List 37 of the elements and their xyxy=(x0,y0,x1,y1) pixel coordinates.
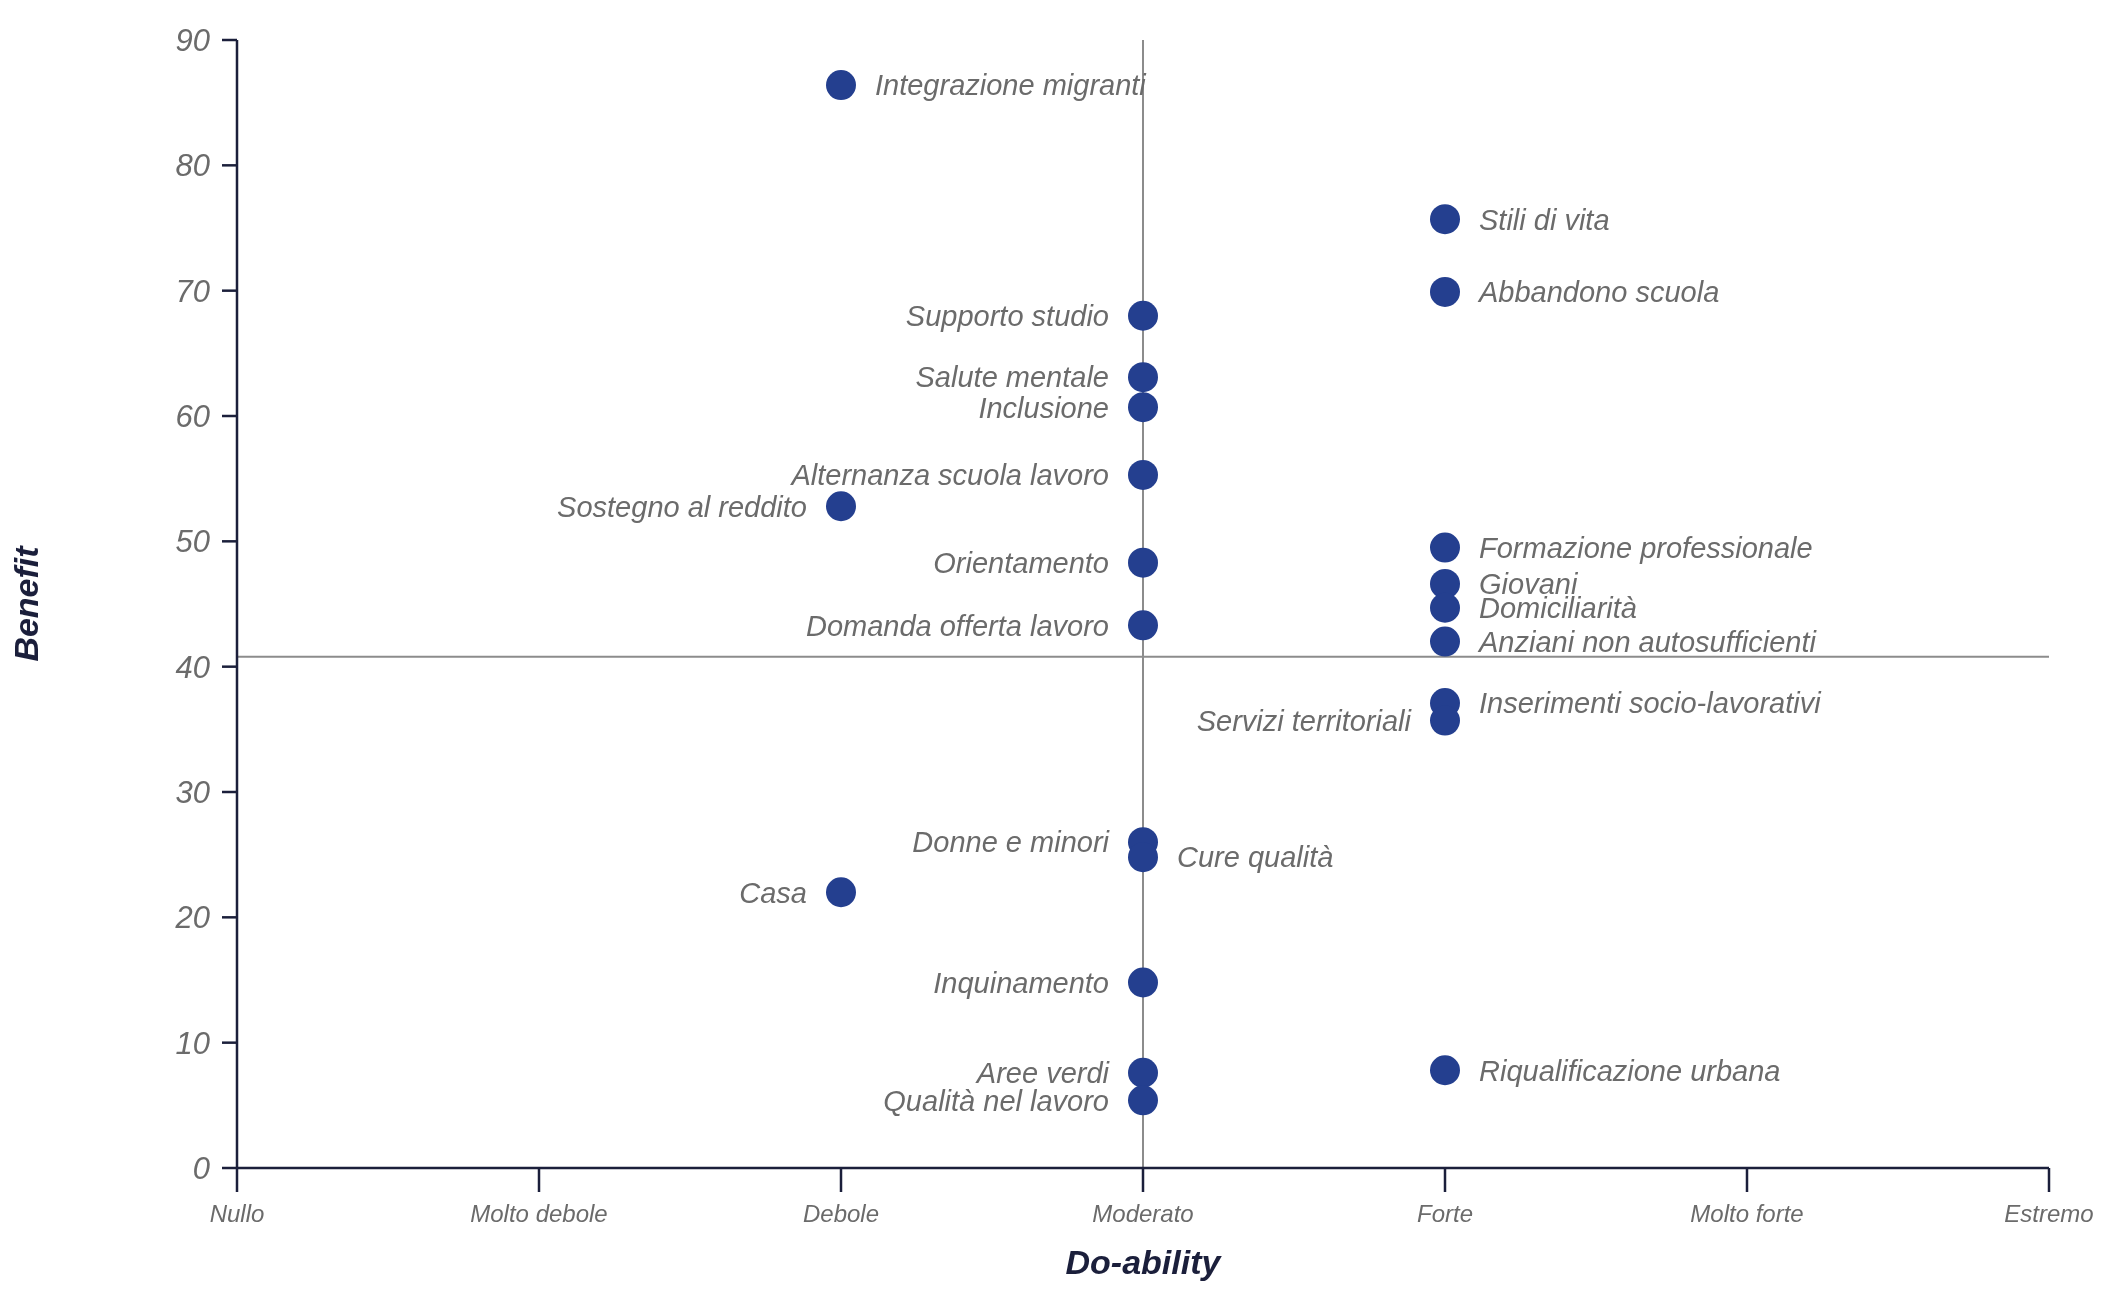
annotation: Inquinamento xyxy=(933,966,1109,999)
x-tick-label: Nullo xyxy=(209,1200,265,1227)
annotation: Inserimenti socio-lavorativi xyxy=(1479,687,1823,720)
annotation: Formazione professionale xyxy=(1479,531,1813,564)
annotation: Donne e minori xyxy=(912,826,1111,859)
annotation: Stili di vita xyxy=(1479,203,1610,236)
annotation: Salute mentale xyxy=(915,361,1109,394)
annotation: Cure qualità xyxy=(1177,841,1334,874)
annotation: Domanda offerta lavoro xyxy=(805,609,1109,642)
x-tick-label: Molto forte xyxy=(1690,1200,1804,1227)
y-axis-title: Benefit xyxy=(7,544,46,662)
y-tick-label: 40 xyxy=(175,649,210,685)
y-tick-label: 90 xyxy=(175,22,210,58)
x-tick-label: Moderato xyxy=(1092,1200,1194,1227)
annotation: Alternanza scuola lavoro xyxy=(789,459,1109,492)
y-tick-label: 60 xyxy=(175,398,210,434)
y-tick-label: 50 xyxy=(175,524,210,560)
annotation: Casa xyxy=(739,876,807,909)
y-tick-label: 80 xyxy=(175,148,210,184)
y-tick-label: 30 xyxy=(175,774,210,810)
annotation: Supporto studio xyxy=(905,300,1109,333)
annotation: Orientamento xyxy=(933,546,1109,579)
annotation: Riqualificazione urbana xyxy=(1479,1054,1781,1087)
x-tick-label: Estremo xyxy=(2004,1200,2094,1227)
y-tick-label: 0 xyxy=(192,1150,210,1186)
x-tick-label: Forte xyxy=(1416,1200,1474,1227)
x-axis-title: Do-ability xyxy=(1065,1243,1223,1282)
y-tick-label: 70 xyxy=(175,273,210,309)
y-tick-label: 20 xyxy=(174,900,210,936)
annotation: Abbandono scuola xyxy=(1477,276,1720,309)
y-tick-label: 10 xyxy=(175,1025,210,1061)
annotation: Servizi territoriali xyxy=(1196,704,1413,737)
annotation: Sostegno al reddito xyxy=(557,490,807,523)
x-tick-label: Debole xyxy=(802,1200,880,1227)
annotation: Inclusione xyxy=(978,391,1109,424)
x-tick-label: Molto debole xyxy=(470,1200,608,1227)
annotation: Anziani non autosufficienti xyxy=(1477,625,1818,658)
